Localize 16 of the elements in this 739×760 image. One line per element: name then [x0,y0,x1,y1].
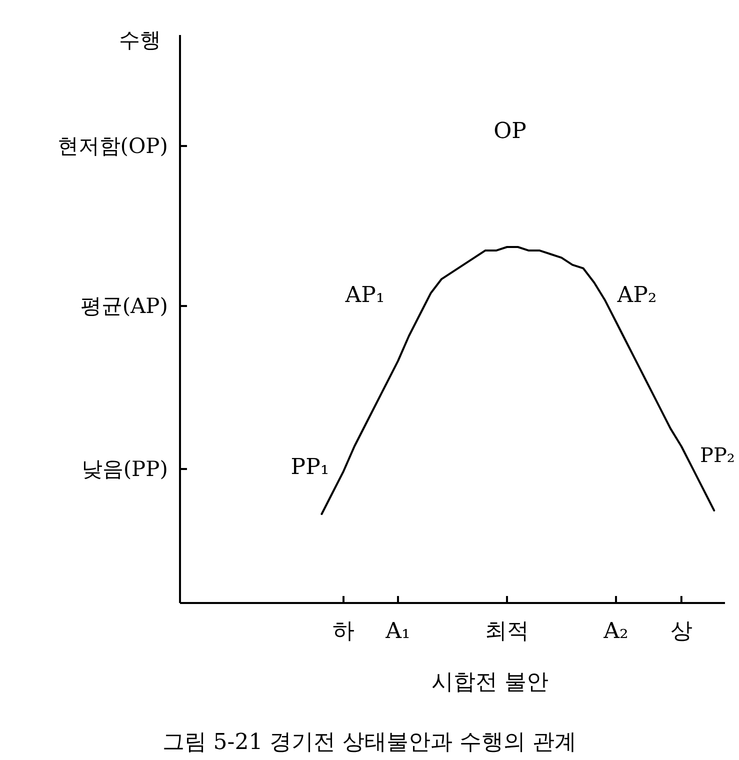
x-tick-label: A₁ [384,619,410,644]
annotation: PP₂ [700,443,735,467]
text: 현저함(OP) [57,134,168,158]
annotation: AP₁ [344,283,385,308]
annotation: AP₂ [616,283,657,308]
text: 평균(AP) [80,294,168,318]
text: 낮음(PP) [81,457,168,481]
x-tick-label: A₂ [602,619,628,644]
x-tick-label: 상 [670,619,692,644]
x-tick-label: 최적 [485,619,529,644]
x-tick-label: 하 [332,619,354,644]
x-axis-title: 시합전 불안 [432,670,548,695]
annotation: PP₁ [290,455,330,480]
text: 수행 [119,28,161,52]
text: OP [494,119,527,144]
caption: 그림 5-21 경기전 상태불안과 수행의 관계 [162,730,577,755]
